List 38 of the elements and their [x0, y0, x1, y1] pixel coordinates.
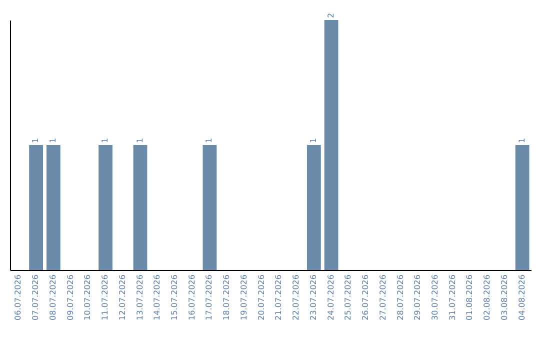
x-tick-label: 18.07.2026	[222, 274, 232, 320]
x-tick-label: 03.08.2026	[500, 274, 509, 320]
x-tick-label: 17.07.2026	[204, 274, 214, 320]
x-tick-label: 29.07.2026	[413, 274, 422, 320]
x-tick-label: 08.07.2026	[48, 274, 58, 320]
data-label: 1	[31, 138, 40, 143]
x-tick-label: 25.07.2026	[344, 274, 353, 320]
x-tick-label: 22.07.2026	[292, 274, 301, 320]
x-tick-label: 09.07.2026	[66, 274, 75, 320]
x-tick-label: 21.07.2026	[274, 274, 284, 320]
x-tick-label: 16.07.2026	[187, 274, 196, 320]
x-tick-label: 26.07.2026	[361, 274, 370, 320]
x-tick-label: 23.07.2026	[308, 274, 318, 320]
data-label: 2	[326, 12, 336, 18]
x-tick-label: 27.07.2026	[378, 274, 388, 320]
x-tick-label: 28.07.2026	[396, 274, 405, 320]
x-tick-label: 11.07.2026	[100, 274, 110, 320]
x-tick-label: 30.07.2026	[430, 274, 440, 320]
x-tick-label: 01.08.2026	[465, 274, 474, 320]
x-tick-label: 12.07.2026	[118, 274, 127, 320]
x-tick-label: 02.08.2026	[482, 274, 492, 320]
x-tick-label: 20.07.2026	[256, 274, 266, 320]
x-tick-label: 24.07.2026	[326, 274, 336, 320]
x-tick-label: 07.07.2026	[31, 274, 40, 320]
data-label: 1	[204, 138, 214, 143]
data-label: 1	[517, 138, 526, 143]
data-label: 1	[100, 138, 110, 143]
data-label: 1	[48, 138, 58, 143]
x-tick-label: 04.08.2026	[517, 274, 526, 320]
x-tick-label: 19.07.2026	[239, 274, 248, 320]
x-tick-label: 14.07.2026	[152, 274, 162, 320]
data-label: 1	[135, 138, 144, 143]
x-tick-label: 06.07.2026	[14, 274, 23, 320]
x-tick-label: 10.07.2026	[83, 274, 92, 320]
x-tick-label: 15.07.2026	[170, 274, 179, 320]
data-label: 1	[308, 138, 318, 143]
x-tick-label: 13.07.2026	[135, 274, 144, 320]
x-tick-label: 31.07.2026	[448, 274, 457, 320]
